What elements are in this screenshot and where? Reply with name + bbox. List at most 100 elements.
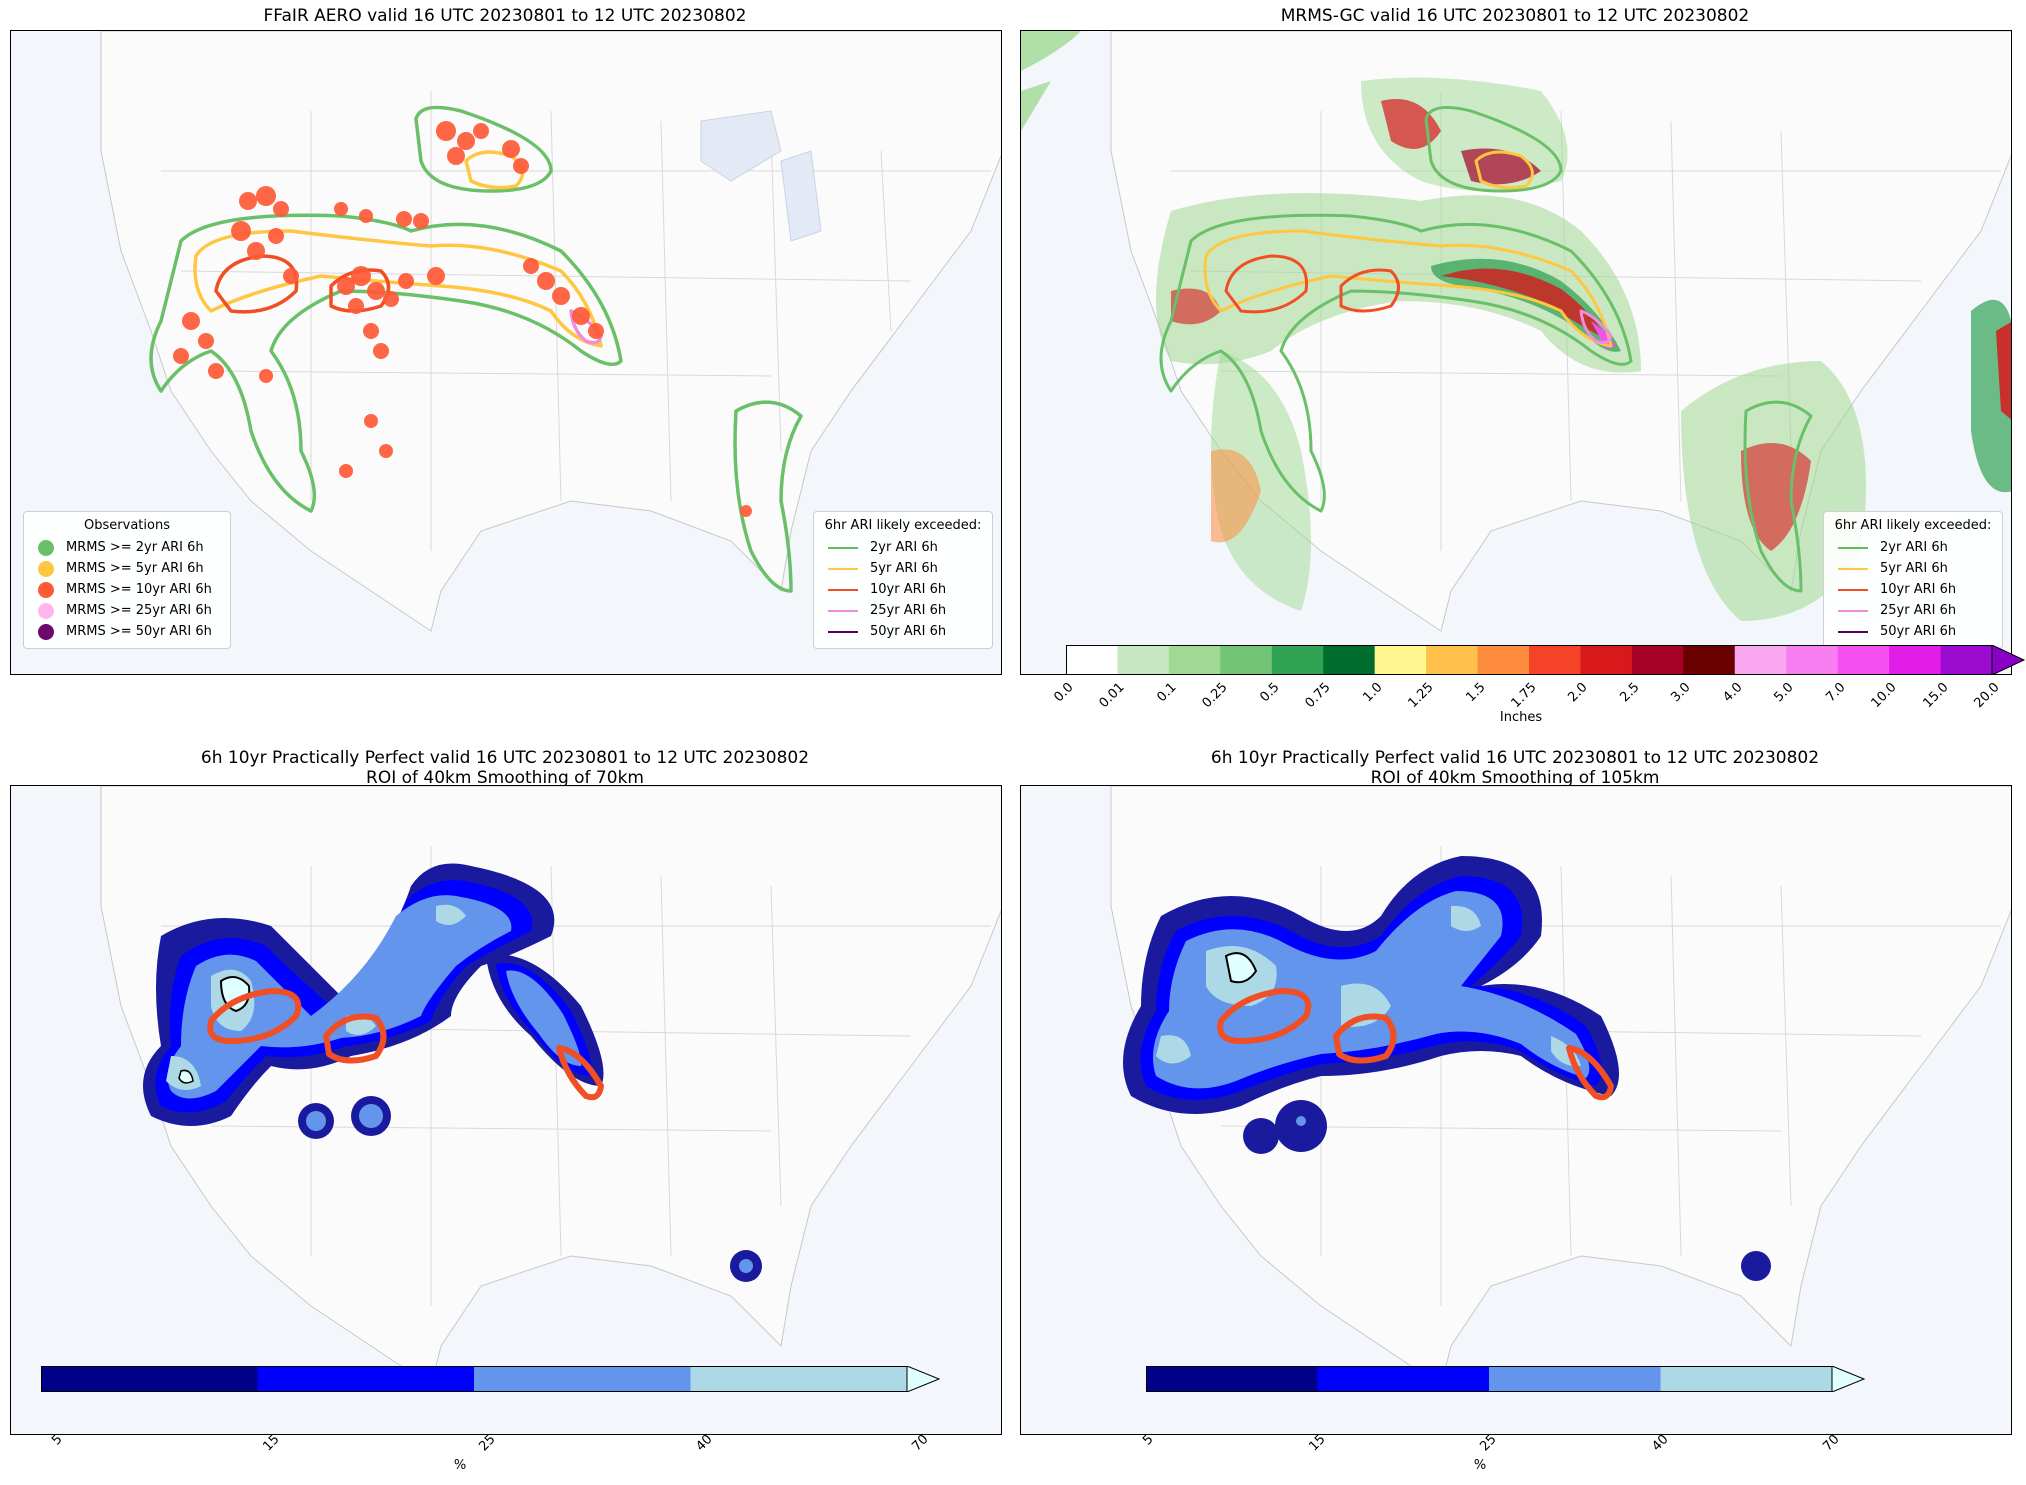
map-pp-70km-canvas <box>100 786 1001 1387</box>
pp70-colorbar-tick-label: 15 <box>259 1432 283 1455</box>
panel-title-mrms: MRMS-GC valid 16 UTC 20230801 to 12 UTC … <box>1280 6 1750 26</box>
precip-colorbar-tick-label: 1.0 <box>1360 680 1386 706</box>
panel-title-pp70: 6h 10yr Practically Perfect valid 16 UTC… <box>200 748 810 788</box>
map-pp-105km-canvas <box>1110 786 2011 1387</box>
map-aero: Observations MRMS >= 2yr ARI 6h MRMS >= … <box>10 30 1002 675</box>
precip-colorbar-swatch <box>1168 645 1221 675</box>
precip-colorbar-tick-label: 2.0 <box>1565 680 1592 706</box>
precip-colorbar-tick-label: 0.01 <box>1096 680 1129 712</box>
pp70-colorbar-swatch <box>257 1366 475 1392</box>
map-pp-105km <box>1020 785 2012 1435</box>
pp105-colorbar-tick-label: 40 <box>1648 1432 1672 1455</box>
obs-marker-25yr <box>38 602 54 619</box>
obs-dots <box>173 121 752 517</box>
ari-line-50yr <box>828 630 858 633</box>
precip-colorbar-swatches <box>1066 644 2026 676</box>
ari-line-25yr <box>828 609 858 612</box>
ari-legend-row: 5yr ARI 6h <box>824 558 982 579</box>
obs-legend-label: MRMS >= 25yr ARI 6h <box>66 603 212 618</box>
precip-colorbar-extend-arrow <box>1991 644 2026 676</box>
obs-marker-5yr <box>38 560 54 577</box>
ari-legend-row: 50yr ARI 6h <box>1834 621 1992 642</box>
ari-legend-aero: 6hr ARI likely exceeded: 2yr ARI 6h 5yr … <box>813 511 993 649</box>
pp70-colorbar-swatches <box>41 1366 941 1392</box>
precip-colorbar-tick-label: 15.0 <box>1920 680 1952 712</box>
obs-marker-10yr <box>38 581 54 598</box>
ari-line-10yr <box>828 588 858 591</box>
precip-colorbar-swatch <box>1271 645 1324 675</box>
ari-line-5yr <box>828 567 858 570</box>
precip-colorbar-swatch <box>1426 645 1479 675</box>
pp70-colorbar-swatch <box>474 1366 691 1392</box>
great-lakes <box>700 110 822 242</box>
precip-colorbar-tick-label: 1.75 <box>1508 680 1540 712</box>
ari-line-25yr <box>1838 609 1868 612</box>
precip-colorbar-tick-label: 2.5 <box>1617 680 1643 706</box>
precip-colorbar-swatch <box>1374 645 1427 675</box>
precip-colorbar-tick-label: 0.0 <box>1051 680 1077 706</box>
ari-line-2yr <box>828 546 858 549</box>
ari-legend-title: 6hr ARI likely exceeded: <box>1834 518 1992 533</box>
map-mrms-canvas <box>1021 31 2011 632</box>
pp105-colorbar-swatch <box>1489 1366 1661 1392</box>
precip-colorbar-swatch <box>1734 645 1787 675</box>
ari-legend-row: 50yr ARI 6h <box>824 621 982 642</box>
precip-colorbar-swatch <box>1580 645 1633 675</box>
precip-colorbar-tick-label: 1.5 <box>1462 680 1489 706</box>
pp70-colorbar-swatch <box>690 1366 908 1392</box>
ari-legend-row: 25yr ARI 6h <box>824 600 982 621</box>
precip-colorbar-outline <box>1066 645 1993 675</box>
precip-colorbar-tick-label: 0.1 <box>1154 680 1180 706</box>
precip-colorbar-swatch <box>1683 645 1736 675</box>
pp105-colorbar <box>1146 1366 1866 1434</box>
pp105-colorbar-swatch <box>1317 1366 1490 1392</box>
precip-colorbar-swatch <box>1889 645 1942 675</box>
obs-legend-row: MRMS >= 50yr ARI 6h <box>34 621 220 642</box>
pp105-colorbar-swatch <box>1660 1366 1833 1392</box>
ari-legend-row: 5yr ARI 6h <box>1834 558 1992 579</box>
precip-colorbar-swatch <box>1940 645 1993 675</box>
ari-legend-label: 2yr ARI 6h <box>870 540 938 555</box>
precip-colorbar-swatch <box>1477 645 1530 675</box>
precip-colorbar-tick-label: 0.25 <box>1199 680 1231 712</box>
pp105-colorbar-swatch <box>1146 1366 1318 1392</box>
ari-10yr-contours <box>207 988 604 1101</box>
precip-colorbar-tick-label: 4.0 <box>1720 680 1746 706</box>
precip-colorbar-swatch <box>1323 645 1376 675</box>
pp70-colorbar-label: % <box>453 1458 467 1473</box>
map-mrms: 6hr ARI likely exceeded: 2yr ARI 6h 5yr … <box>1020 30 2012 675</box>
pp-field <box>143 863 762 1282</box>
pp105-colorbar-tick-label: 5 <box>1140 1432 1157 1449</box>
obs-legend-row: MRMS >= 5yr ARI 6h <box>34 558 220 579</box>
land-area <box>100 786 1001 1387</box>
precip-colorbar-swatch <box>1837 645 1890 675</box>
precip-colorbar-swatch <box>1786 645 1839 675</box>
precip-colorbar-swatch <box>1631 645 1684 675</box>
ari-legend-row: 2yr ARI 6h <box>824 537 982 558</box>
ari-contours <box>1159 105 1813 593</box>
ari-legend-label: 50yr ARI 6h <box>870 624 947 639</box>
pp70-colorbar-tick-label: 70 <box>909 1432 932 1455</box>
obs-legend-label: MRMS >= 2yr ARI 6h <box>66 540 204 555</box>
pp70-colorbar-extend-arrow <box>906 1366 941 1392</box>
precip-colorbar-tick-label: 10.0 <box>1868 680 1900 712</box>
ari-legend-title: 6hr ARI likely exceeded: <box>824 518 982 533</box>
precip-colorbar-label: Inches <box>1499 710 1543 725</box>
map-aero-canvas <box>100 31 1001 632</box>
ari-legend-label: 5yr ARI 6h <box>870 561 938 576</box>
precip-colorbar-swatch <box>1220 645 1273 675</box>
obs-marker-50yr <box>38 623 54 640</box>
ari-line-2yr <box>1838 546 1868 549</box>
pp105-colorbar-extend-arrow <box>1831 1366 1866 1392</box>
precip-colorbar-swatch <box>1117 645 1170 675</box>
precip-colorbar-tick-label: 7.0 <box>1823 680 1849 706</box>
pp105-colorbar-tick-label: 70 <box>1820 1432 1843 1455</box>
precip-colorbar: 0.0 0.01 0.1 0.25 0.5 0.75 1.0 1.25 1.5 1.75 2.0 2.… <box>1051 644 2026 735</box>
ari-legend-row: 10yr ARI 6h <box>1834 579 1992 600</box>
ari-legend-mrms: 6hr ARI likely exceeded: 2yr ARI 6h 5yr … <box>1823 511 2003 649</box>
pp105-colorbar-outline <box>1146 1366 1833 1392</box>
precip-colorbar-tick-label: 0.75 <box>1302 680 1334 712</box>
precip-colorbar-swatch <box>1066 645 1118 675</box>
precip-colorbar-tick-label: 20.0 <box>1971 680 2003 712</box>
obs-legend-row: MRMS >= 2yr ARI 6h <box>34 537 220 558</box>
